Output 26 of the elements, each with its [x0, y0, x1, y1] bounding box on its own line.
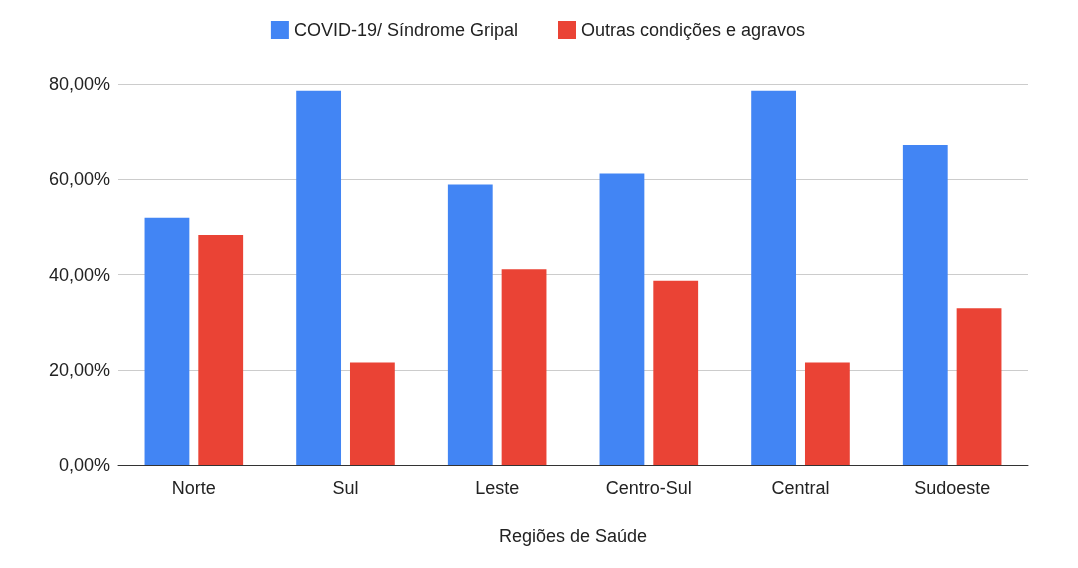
x-tick-label: Sul	[332, 478, 359, 498]
bar	[956, 308, 1002, 465]
x-tick-label: Central	[771, 478, 830, 498]
bar	[653, 280, 699, 465]
y-tick-label: 60,00%	[48, 169, 110, 190]
bar	[501, 269, 547, 465]
y-tick-label: 20,00%	[48, 359, 110, 380]
x-tick-label: Norte	[171, 478, 216, 498]
bar	[198, 234, 244, 465]
bar	[804, 362, 850, 465]
bar	[296, 90, 342, 465]
y-tick-label: 80,00%	[48, 74, 110, 94]
x-axis-title: Regiões de Saúde	[498, 526, 648, 546]
legend-label: COVID-19/ Síndrome Gripal	[293, 20, 518, 40]
y-tick-label: 0,00%	[58, 455, 110, 475]
bar	[447, 184, 493, 465]
bar	[751, 90, 797, 465]
bar	[599, 173, 645, 465]
x-tick-label: Sudoeste	[914, 478, 991, 498]
bar	[349, 362, 395, 465]
bar	[144, 217, 190, 465]
bar	[902, 144, 948, 465]
legend-label: Outras condições e agravos	[580, 20, 806, 40]
x-tick-label: Centro-Sul	[605, 478, 692, 498]
y-tick-label: 40,00%	[48, 264, 110, 285]
x-tick-label: Leste	[475, 478, 520, 498]
